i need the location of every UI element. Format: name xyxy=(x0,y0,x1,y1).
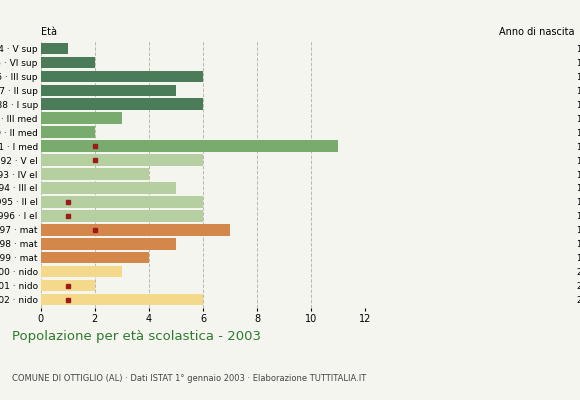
Bar xyxy=(41,266,122,278)
Bar xyxy=(41,168,149,180)
Text: Anno di nascita: Anno di nascita xyxy=(499,27,574,37)
Bar xyxy=(41,84,176,96)
Bar xyxy=(41,70,203,82)
Bar xyxy=(41,98,203,110)
Bar xyxy=(41,294,203,305)
Bar xyxy=(41,238,176,250)
Bar xyxy=(41,196,203,208)
Bar xyxy=(41,43,68,54)
Bar xyxy=(41,140,338,152)
Bar xyxy=(41,252,149,264)
Bar xyxy=(41,210,203,222)
Bar xyxy=(41,126,95,138)
Bar xyxy=(41,224,230,236)
Bar xyxy=(41,154,203,166)
Text: Popolazione per età scolastica - 2003: Popolazione per età scolastica - 2003 xyxy=(12,330,260,343)
Bar xyxy=(41,112,122,124)
Bar xyxy=(41,182,176,194)
Bar xyxy=(41,280,95,291)
Bar xyxy=(41,57,95,68)
Text: COMUNE DI OTTIGLIO (AL) · Dati ISTAT 1° gennaio 2003 · Elaborazione TUTTITALIA.I: COMUNE DI OTTIGLIO (AL) · Dati ISTAT 1° … xyxy=(12,374,366,383)
Text: Età: Età xyxy=(41,27,57,37)
